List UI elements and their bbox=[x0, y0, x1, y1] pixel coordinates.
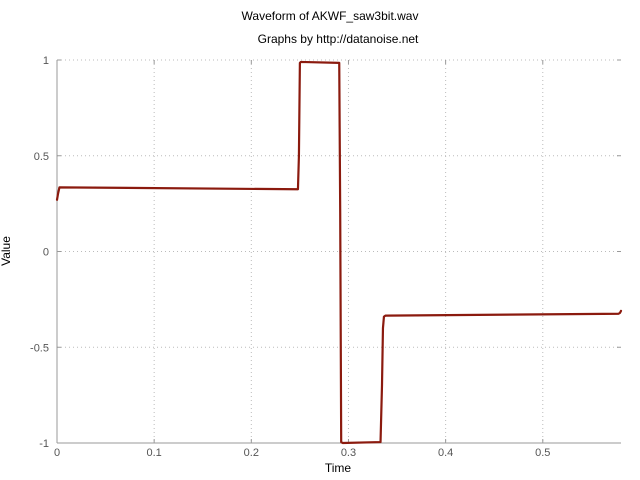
series-layer bbox=[55, 60, 623, 445]
x-axis-label: Time bbox=[325, 461, 352, 475]
x-tick-label: 0.4 bbox=[438, 447, 453, 459]
y-tick-label: 0 bbox=[43, 247, 49, 259]
axes bbox=[56, 59, 621, 444]
y-tick-label: -1 bbox=[39, 438, 49, 450]
x-tick-label: 0.5 bbox=[535, 447, 550, 459]
y-tick-label: -0.5 bbox=[30, 342, 49, 354]
y-tick-label: 1 bbox=[43, 55, 49, 67]
series-line bbox=[55, 60, 623, 445]
tick-labels: -1 -0.5 0 0.5 1 0 0.1 0.2 0.3 0.4 0.5 bbox=[30, 55, 550, 459]
x-tick-label: 0.3 bbox=[341, 447, 356, 459]
chart-subtitle: Graphs by http://datanoise.net bbox=[258, 32, 419, 46]
y-tick-label: 0.5 bbox=[34, 151, 49, 163]
x-tick-label: 0.1 bbox=[147, 447, 162, 459]
chart-title: Waveform of AKWF_saw3bit.wav bbox=[242, 9, 419, 23]
x-tick-label: 0.2 bbox=[244, 447, 259, 459]
y-axis-label: Value bbox=[0, 236, 13, 266]
x-tick-label: 0 bbox=[54, 447, 60, 459]
